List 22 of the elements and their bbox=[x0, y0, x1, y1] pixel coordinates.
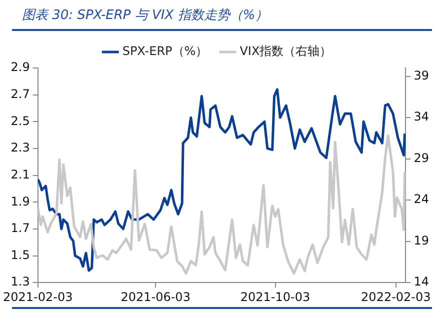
y2-tick-label: 39 bbox=[414, 68, 430, 82]
y2-tick-label: 34 bbox=[414, 110, 430, 124]
legend-label: SPX-ERP（%） bbox=[122, 44, 208, 58]
y-tick-label: 1.5 bbox=[10, 248, 30, 262]
y-tick-label: 1.7 bbox=[10, 221, 30, 236]
x-tick-label: 2021-10-03 bbox=[240, 290, 310, 304]
x-tick-label: 2022-02-03 bbox=[361, 290, 431, 304]
legend-label: VIX指数（右轴） bbox=[240, 44, 332, 58]
y-tick-label: 2.1 bbox=[10, 167, 30, 182]
y2-tick-label: 19 bbox=[414, 233, 430, 248]
y2-tick-label: 14 bbox=[414, 274, 430, 289]
y-tick-label: 2.3 bbox=[10, 140, 30, 155]
x-tick-label: 2021-02-03 bbox=[2, 290, 73, 304]
y-tick-label: 2.9 bbox=[10, 60, 30, 74]
y-tick-label: 1.3 bbox=[10, 274, 30, 289]
y2-tick-label: 29 bbox=[414, 150, 430, 165]
x-tick-label: 2021-06-03 bbox=[120, 290, 190, 304]
y-tick-label: 2.5 bbox=[10, 114, 30, 128]
chart-title: 图表 30: SPX-ERP 与 VIX 指数走势（%） bbox=[22, 7, 268, 24]
y-tick-label: 2.7 bbox=[10, 86, 30, 101]
y2-tick-label: 24 bbox=[414, 192, 430, 206]
y-tick-label: 1.9 bbox=[10, 194, 30, 208]
